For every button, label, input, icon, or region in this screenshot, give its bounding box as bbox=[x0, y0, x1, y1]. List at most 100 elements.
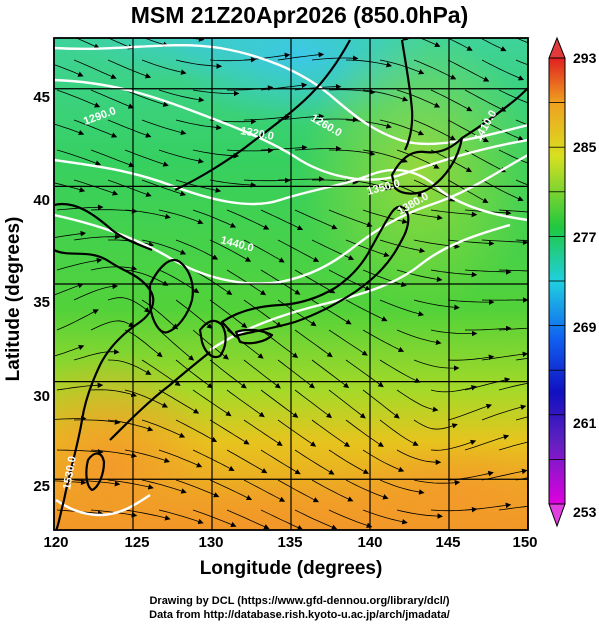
colorbar-top-arrow bbox=[548, 36, 566, 59]
y-tick-label: 30 bbox=[33, 388, 50, 405]
streamline bbox=[311, 239, 355, 261]
streamline bbox=[379, 59, 425, 75]
streamline bbox=[73, 479, 121, 487]
streamline bbox=[54, 123, 85, 136]
streamline bbox=[345, 119, 392, 129]
streamline bbox=[107, 479, 154, 490]
streamline bbox=[329, 29, 374, 31]
streamline bbox=[209, 239, 252, 262]
coastline-bohai bbox=[54, 202, 153, 252]
streamline bbox=[175, 479, 220, 498]
height-contours bbox=[54, 44, 528, 517]
streamline bbox=[413, 479, 461, 486]
streamline bbox=[90, 89, 134, 109]
streamline bbox=[294, 209, 338, 230]
streamline bbox=[413, 179, 456, 202]
credit-drawing: Drawing by DCL (https://www.gfd-dennou.o… bbox=[149, 595, 450, 607]
streamline bbox=[379, 119, 425, 136]
coastline-hokkaido bbox=[390, 136, 464, 195]
streamline bbox=[260, 209, 304, 231]
streamline bbox=[362, 389, 400, 419]
streamline bbox=[311, 479, 354, 502]
streamline bbox=[396, 389, 439, 413]
streamline bbox=[481, 468, 528, 481]
coastline-ryukyu bbox=[109, 351, 211, 441]
streamline bbox=[90, 149, 135, 168]
streamline bbox=[54, 64, 84, 77]
coastline-sakhalin bbox=[400, 39, 414, 151]
streamline bbox=[56, 448, 104, 455]
streamline bbox=[311, 116, 359, 123]
streamline bbox=[277, 113, 325, 121]
colorbar-bottom-arrow bbox=[548, 503, 566, 528]
streamline bbox=[54, 479, 87, 486]
streamline bbox=[54, 182, 86, 193]
streamline bbox=[294, 509, 338, 530]
x-tick-label: 150 bbox=[512, 534, 538, 551]
streamline bbox=[379, 239, 426, 254]
colorbar-tick-label: 277 bbox=[573, 229, 597, 245]
streamline bbox=[379, 419, 419, 446]
streamline bbox=[447, 38, 473, 51]
streamline bbox=[413, 359, 460, 371]
streamline bbox=[481, 59, 525, 81]
streamline bbox=[175, 119, 222, 131]
contour-line bbox=[55, 494, 151, 517]
streamline bbox=[447, 119, 490, 143]
contour-line bbox=[54, 44, 528, 146]
contour-line bbox=[54, 158, 528, 222]
streamline bbox=[107, 359, 152, 375]
streamline bbox=[277, 419, 317, 447]
streamline bbox=[56, 382, 104, 391]
streamline bbox=[260, 449, 301, 475]
colorbar-tick-label: 261 bbox=[573, 415, 597, 431]
streamline bbox=[90, 389, 137, 398]
streamline bbox=[175, 59, 223, 69]
streamline bbox=[396, 89, 441, 108]
streamline bbox=[243, 52, 291, 61]
streamline bbox=[209, 359, 247, 389]
streamline bbox=[396, 269, 443, 283]
streamline bbox=[447, 59, 490, 82]
streamline bbox=[328, 389, 366, 419]
streamline bbox=[90, 320, 135, 331]
streamline bbox=[294, 145, 342, 152]
streamline bbox=[515, 119, 528, 126]
coastline-shikoku bbox=[234, 328, 274, 345]
streamline bbox=[311, 359, 350, 389]
streamline bbox=[515, 416, 528, 421]
streamline bbox=[243, 359, 281, 389]
streamline bbox=[73, 283, 119, 301]
streamline bbox=[294, 449, 335, 475]
streamline bbox=[294, 389, 333, 419]
streamline bbox=[464, 89, 507, 112]
contour-line bbox=[209, 223, 511, 351]
streamline bbox=[192, 209, 237, 228]
streamline bbox=[243, 114, 291, 121]
streamline bbox=[141, 179, 187, 197]
streamline bbox=[464, 269, 512, 275]
streamline bbox=[277, 51, 325, 61]
streamline bbox=[175, 359, 213, 389]
x-axis-label: Longitude (degrees) bbox=[199, 558, 383, 579]
streamline bbox=[141, 59, 187, 75]
streamline bbox=[328, 209, 373, 228]
streamline bbox=[107, 59, 152, 79]
streamline bbox=[175, 419, 218, 442]
streamline bbox=[413, 59, 457, 80]
streamline bbox=[328, 509, 373, 528]
streamline bbox=[464, 149, 507, 173]
streamline bbox=[54, 415, 87, 422]
streamline bbox=[277, 239, 320, 262]
streamline bbox=[277, 479, 320, 503]
streamline bbox=[345, 299, 388, 322]
streamline bbox=[277, 176, 325, 182]
streamline bbox=[158, 209, 204, 225]
streamline bbox=[498, 327, 528, 331]
coastline-kurils bbox=[461, 87, 528, 139]
plot-frame bbox=[53, 37, 529, 531]
streamline bbox=[430, 329, 478, 337]
streamline bbox=[73, 233, 121, 241]
x-tick-label: 130 bbox=[198, 534, 224, 551]
